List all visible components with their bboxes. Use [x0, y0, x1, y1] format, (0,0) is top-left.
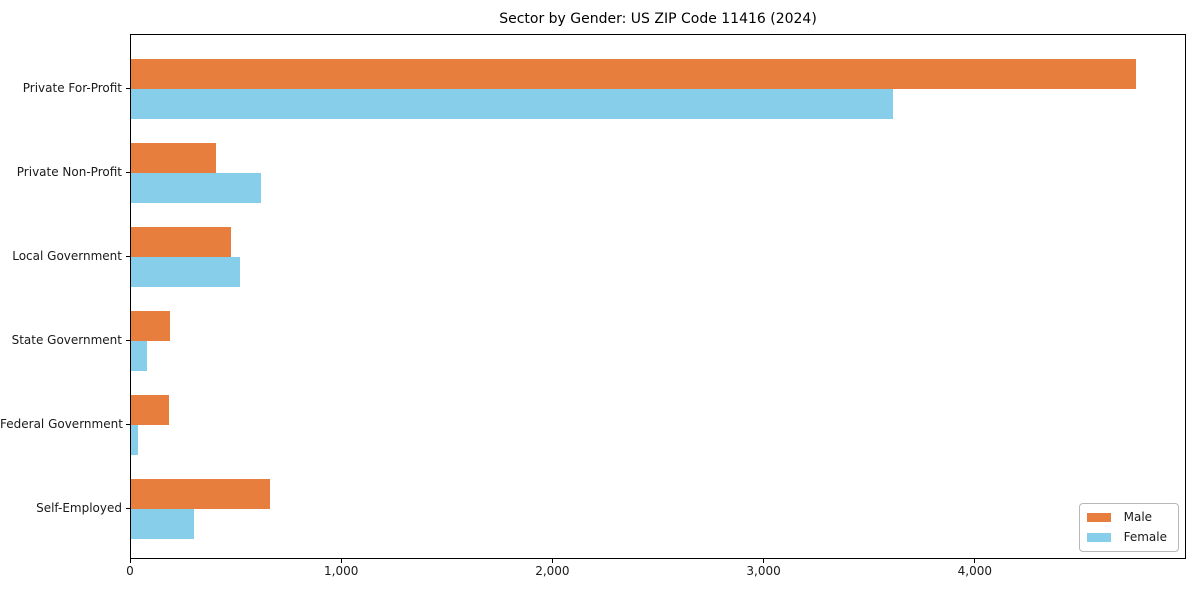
bar-female-0 — [131, 89, 894, 119]
legend-swatch-male-icon — [1086, 513, 1111, 522]
bar-male-0 — [131, 59, 1137, 89]
y-axis-label: State Government — [11, 333, 122, 347]
x-axis-tick — [551, 559, 554, 563]
legend-swatch-female-icon — [1086, 533, 1111, 542]
y-axis-tick — [126, 171, 130, 173]
x-axis-tick — [129, 559, 131, 563]
legend: Male Female — [1078, 503, 1179, 552]
y-axis-label: Self-Employed — [36, 501, 122, 515]
bar-female-4 — [131, 425, 138, 455]
bar-female-2 — [131, 257, 240, 287]
bar-male-5 — [131, 479, 270, 509]
x-axis-label: 2,000 — [535, 564, 570, 578]
x-axis-label: 0 — [126, 564, 134, 578]
y-axis-tick — [126, 87, 130, 89]
y-axis-tick — [126, 339, 130, 341]
bar-male-3 — [131, 311, 171, 341]
y-axis-label: Local Government — [12, 249, 122, 263]
y-axis-tick — [126, 255, 130, 257]
x-axis-label: 3,000 — [746, 564, 781, 578]
legend-label-male: Male — [1123, 510, 1153, 524]
legend-item-female: Female — [1086, 530, 1167, 544]
bar-female-5 — [131, 509, 194, 539]
x-axis-label: 1,000 — [324, 564, 359, 578]
y-axis-label: Federal Government — [0, 417, 123, 431]
legend-item-male: Male — [1086, 510, 1167, 524]
chart-title: Sector by Gender: US ZIP Code 11416 (202… — [499, 11, 817, 27]
bar-female-1 — [131, 173, 262, 203]
bar-male-1 — [131, 143, 217, 173]
legend-label-female: Female — [1123, 530, 1167, 544]
y-axis-tick — [126, 507, 130, 509]
bar-male-2 — [131, 227, 232, 257]
y-axis-tick — [126, 423, 130, 425]
plot-area: Male Female — [130, 34, 1186, 559]
x-axis-tick — [763, 559, 765, 563]
bar-male-4 — [131, 395, 170, 425]
x-axis-label: 4,000 — [957, 564, 992, 578]
y-axis-label: Private For-Profit — [22, 81, 122, 95]
bar-female-3 — [131, 341, 147, 371]
x-axis-tick — [340, 559, 342, 563]
y-axis-label: Private Non-Profit — [16, 165, 122, 179]
x-axis-tick — [974, 559, 976, 563]
